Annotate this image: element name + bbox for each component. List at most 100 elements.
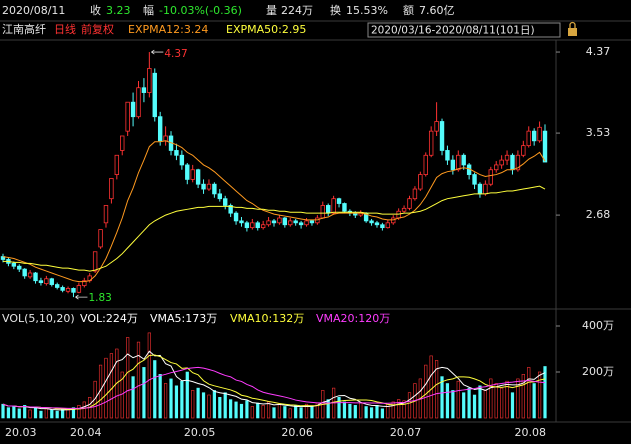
candle-body <box>260 224 266 229</box>
period[interactable]: 日线 <box>54 22 76 36</box>
candle-body <box>369 220 374 224</box>
volume-bar <box>483 390 487 419</box>
candle-body <box>531 130 537 142</box>
x-tick-label: 20.08 <box>514 426 546 439</box>
candle-body <box>418 174 423 190</box>
candle-body <box>55 284 60 288</box>
legend-entry: VMA10:132万 <box>230 312 304 325</box>
volume-bar <box>1 403 5 419</box>
volume-bar <box>397 399 401 419</box>
volume-bar <box>153 360 157 419</box>
volume-bar <box>277 403 282 419</box>
volume-bar <box>478 385 482 419</box>
arrow <box>75 294 88 300</box>
candle-body <box>488 169 493 185</box>
volume-bar <box>288 408 292 419</box>
range-text[interactable]: 2020/03/16-2020/08/11(101日) <box>371 25 535 37</box>
volume-bar <box>207 394 211 419</box>
candle-body <box>325 205 331 214</box>
adjust[interactable]: 前复权 <box>81 22 114 36</box>
volume-bar <box>489 378 493 419</box>
legend-entry: VMA20:120万 <box>316 312 390 325</box>
volume-bar <box>537 371 542 419</box>
volume-bar <box>456 380 460 419</box>
indicator-line <box>3 185 546 272</box>
candle-body <box>472 174 477 185</box>
label: 换 <box>330 3 341 17</box>
candle-body <box>374 222 380 226</box>
volume-bar <box>445 383 450 419</box>
candle-body <box>147 68 152 93</box>
candle-body <box>483 183 488 195</box>
candle-body <box>190 169 195 180</box>
volume-bar <box>131 376 135 419</box>
volume-bar <box>17 408 21 419</box>
volume-bar <box>158 373 162 419</box>
candle-body <box>11 262 17 267</box>
volume-bar <box>142 367 146 419</box>
candle-body <box>206 183 212 190</box>
volume-bar <box>212 390 216 419</box>
legend-entry: VMA5:173万 <box>150 312 217 325</box>
candle-body <box>98 229 103 248</box>
volume-bar <box>310 406 314 419</box>
volume-bar <box>272 407 276 419</box>
candle-body <box>130 101 136 118</box>
candle-body <box>342 203 347 212</box>
y-tick-label: 4.37 <box>586 45 611 58</box>
volume-bar <box>505 380 509 419</box>
y-tick-label: 2.68 <box>586 208 611 221</box>
candle-body <box>157 116 163 142</box>
candle-body <box>521 145 526 156</box>
close-value: 3.23 <box>106 4 131 17</box>
label: 幅 <box>143 4 154 17</box>
candle-body <box>428 130 434 156</box>
candle-body <box>22 268 27 277</box>
lock-icon[interactable] <box>568 21 577 37</box>
candle-body <box>477 183 483 195</box>
volume-bar <box>180 380 184 419</box>
candle-body <box>33 272 38 282</box>
volume-bar <box>375 405 379 419</box>
candle-body <box>17 265 22 270</box>
volume-value: 224万 <box>281 4 313 17</box>
candle-body <box>401 207 407 212</box>
candle-body <box>304 220 309 226</box>
volume-bar <box>6 407 11 419</box>
label: 量 <box>266 4 277 17</box>
volume-bar <box>201 392 206 419</box>
volume-bar <box>434 360 439 419</box>
x-tick-label: 20.07 <box>390 426 422 439</box>
legend-entry: EXPMA12:3.24 <box>128 23 208 36</box>
range-box[interactable] <box>367 22 561 38</box>
candle-body <box>244 222 250 229</box>
candle-body <box>277 217 282 224</box>
turnover-value: 15.53% <box>346 4 388 17</box>
volume-bar <box>369 407 374 419</box>
volume-bar <box>500 387 504 419</box>
volume-bar <box>299 407 303 419</box>
volume-bar <box>353 405 357 419</box>
volume-bar <box>164 383 168 419</box>
max-label: 4.37 <box>164 48 187 60</box>
candle-body <box>228 205 233 214</box>
volume-bar <box>407 392 412 419</box>
volume-bar <box>283 406 287 419</box>
candle-body <box>461 154 466 166</box>
volume-bar <box>147 332 151 419</box>
candle-body <box>271 220 277 224</box>
candle-body <box>233 212 239 222</box>
volume-bar <box>256 402 260 419</box>
candle-body <box>504 154 510 161</box>
volume-title: VOL(5,10,20) <box>2 312 75 325</box>
date: 2020/08/11 <box>2 4 65 17</box>
candle-body <box>65 288 71 292</box>
volume-bar <box>494 383 498 419</box>
candle-body <box>526 130 531 147</box>
candle-body <box>385 222 391 229</box>
candle-body <box>76 285 82 293</box>
candle-body <box>336 198 342 204</box>
volume-bar <box>532 383 536 419</box>
legend-entry: EXPMA50:2.95 <box>226 23 306 36</box>
